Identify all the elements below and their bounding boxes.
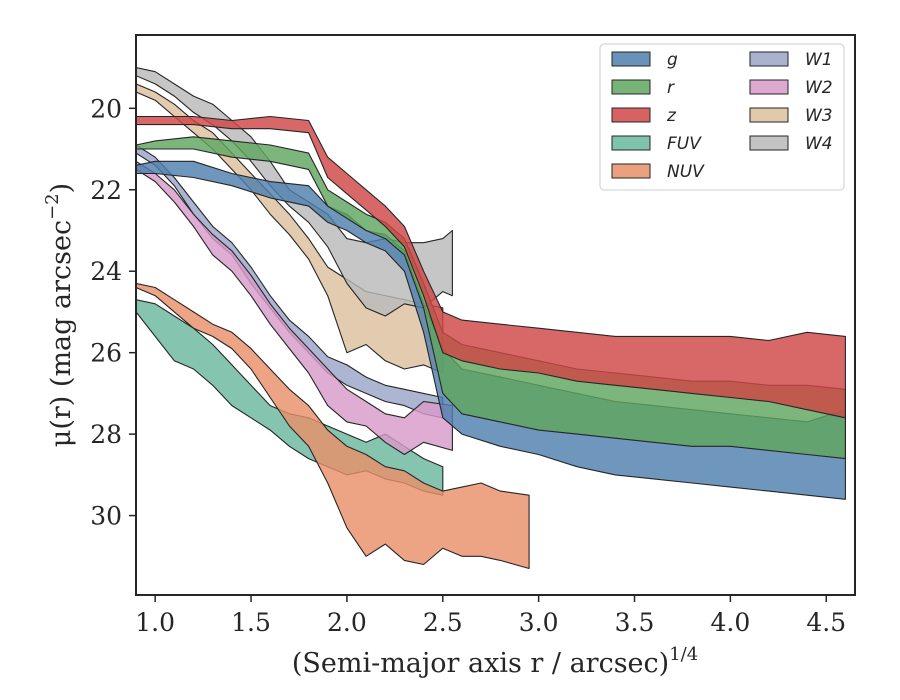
x-tick-label: 4.5 (806, 608, 846, 637)
series-band-z (136, 115, 846, 419)
y-tick-label: 22 (90, 176, 122, 205)
y-axis: 20 22 24 26 28 30 (90, 94, 136, 531)
legend-label-w1: W1 (805, 50, 833, 70)
legend-label-w3: W3 (805, 106, 833, 126)
x-axis: 1.0 1.5 2.0 2.5 3.0 3.5 4.0 4.5 (135, 595, 846, 637)
x-tick-label: 2.5 (423, 608, 463, 637)
y-tick-label: 30 (90, 502, 122, 531)
legend-label-nuv: NUV (667, 162, 705, 182)
x-tick-label: 1.0 (135, 608, 175, 637)
y-tick-label: 28 (90, 420, 122, 449)
series-band-nuv (136, 282, 530, 570)
series-band-r (136, 136, 846, 460)
plot-frame (135, 34, 856, 596)
legend-swatch-g (611, 51, 651, 67)
legend-label-r: r (667, 78, 675, 98)
series-layer (136, 67, 846, 570)
legend-swatch-w4 (749, 135, 789, 151)
legend-label-z: z (666, 106, 677, 126)
legend-swatch-fuv (611, 135, 651, 151)
x-axis-title: (Semi-major axis r / arcsec)1/4 (292, 644, 698, 679)
x-tick-label: 4.0 (710, 608, 750, 637)
legend-swatch-w1 (749, 51, 789, 67)
x-tick-label: 3.5 (615, 608, 655, 637)
series-band-w2 (136, 160, 453, 456)
legend-label-g: g (667, 50, 678, 70)
x-tick-label: 3.0 (519, 608, 559, 637)
legend: grz FUV NUV W1 W2 W3 W4 (599, 43, 845, 191)
y-tick-label: 24 (90, 257, 122, 286)
x-tick-label: 2.0 (327, 608, 367, 637)
legend-swatch-nuv (611, 163, 651, 179)
legend-swatch-w2 (749, 79, 789, 95)
legend-label-fuv: FUV (667, 134, 702, 154)
x-tick-label: 1.5 (231, 608, 271, 637)
y-tick-label: 20 (90, 94, 122, 123)
legend-swatch-w3 (749, 107, 789, 123)
legend-swatch-r (611, 79, 651, 95)
legend-label-w2: W2 (805, 78, 833, 98)
y-tick-label: 26 (90, 339, 122, 368)
legend-label-w4: W4 (805, 134, 833, 154)
legend-swatch-z (611, 107, 651, 123)
y-axis-title: μ(r) (mag arcsec−2) (42, 183, 77, 447)
